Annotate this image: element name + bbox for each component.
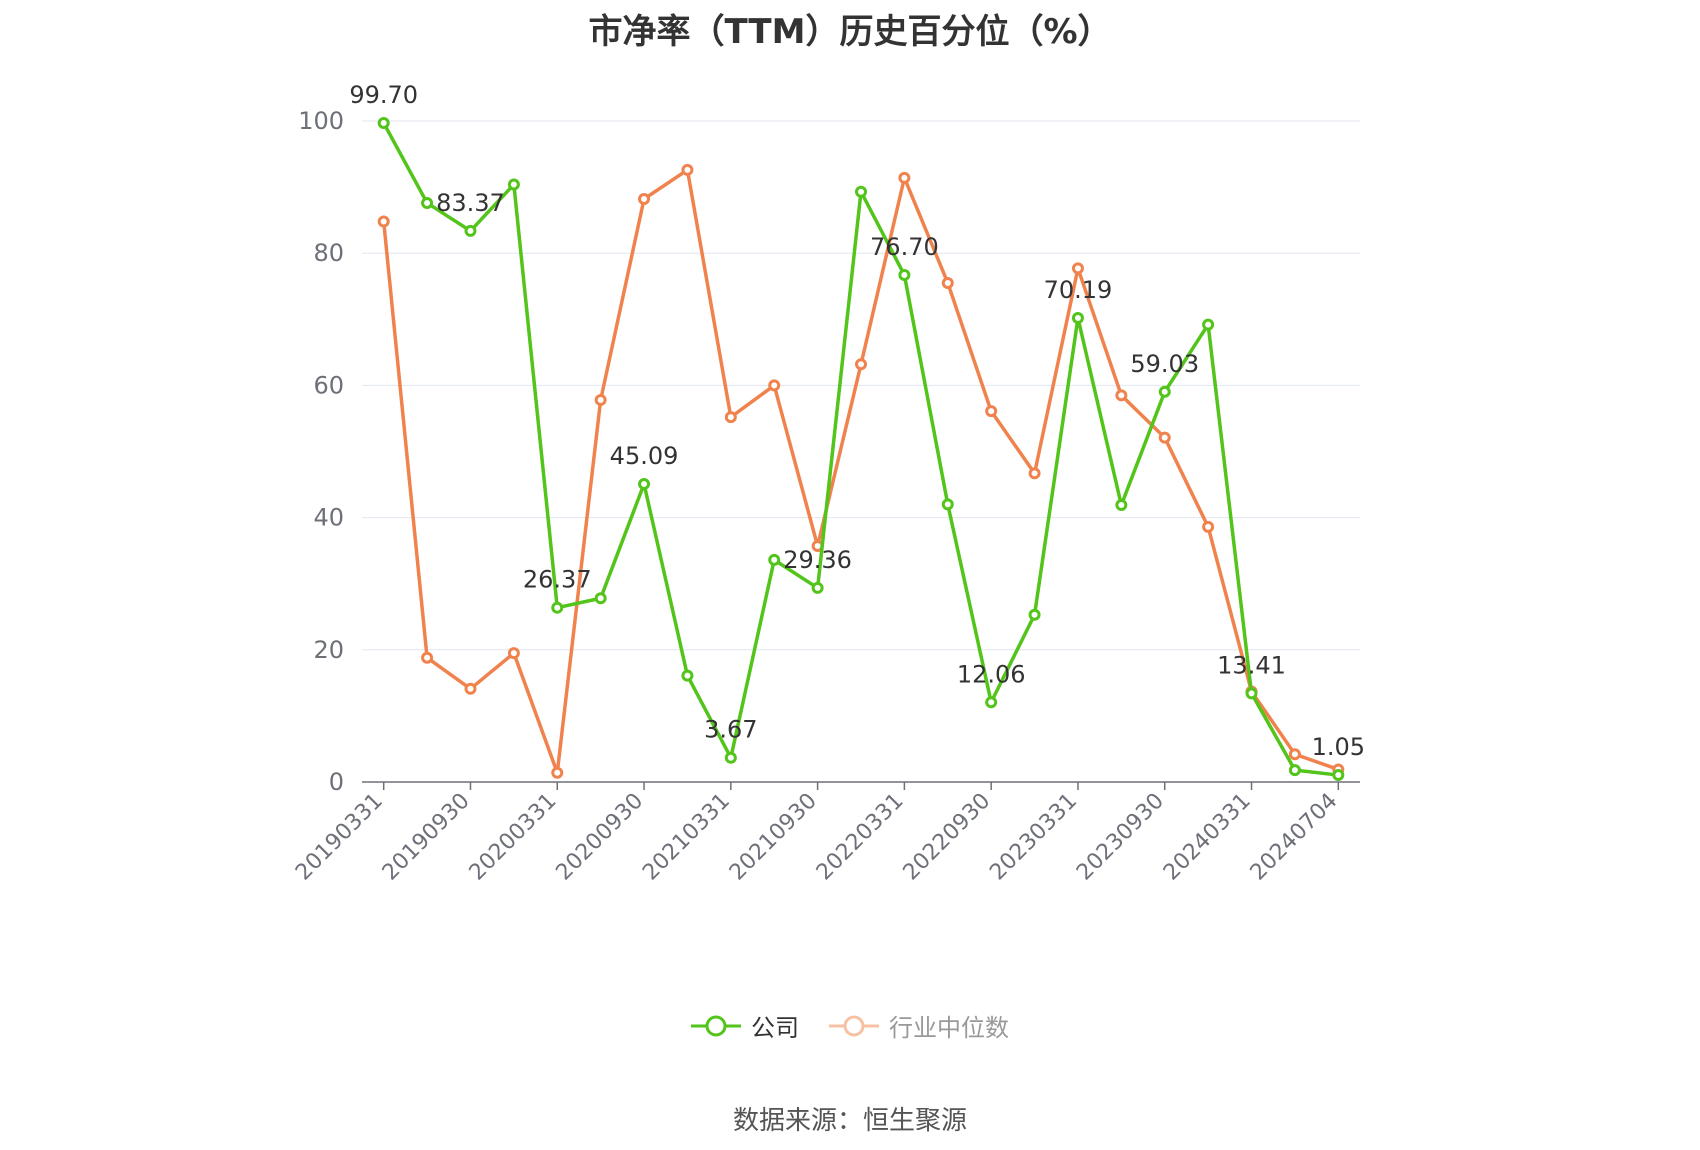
series-1-point xyxy=(724,411,737,424)
data-label: 12.06 xyxy=(957,660,1026,688)
series-0-point xyxy=(681,669,694,682)
legend-company-label: 公司 xyxy=(751,1014,799,1042)
legend-industry-marker-icon xyxy=(829,1015,879,1036)
series-0-point xyxy=(507,178,520,191)
series-0-point xyxy=(421,196,434,209)
series-1-point xyxy=(681,163,694,176)
series-1-point xyxy=(1028,467,1041,480)
series-1-point xyxy=(985,405,998,418)
series-0-point xyxy=(464,224,477,237)
y-tick-label: 0 xyxy=(329,768,344,796)
series-1-point xyxy=(1071,262,1084,275)
series-line-1 xyxy=(381,168,1339,775)
x-tick-label: 20190930 xyxy=(378,789,475,886)
line-chart: 0 20 40 60 80 100 2019033120190930202003312020… xyxy=(291,81,1365,886)
legend-item-industry[interactable]: 行业中位数 xyxy=(829,1008,1009,1043)
series-0-point xyxy=(1115,499,1128,512)
series-1-point xyxy=(1202,520,1215,533)
data-label: 83.37 xyxy=(436,189,505,217)
y-tick-label: 80 xyxy=(313,239,344,267)
y-tick-label: 60 xyxy=(313,371,344,399)
x-tick-label: 20200930 xyxy=(551,789,648,886)
x-tick-label: 20190331 xyxy=(291,789,388,886)
series-0-point xyxy=(1332,769,1345,782)
series-1-point xyxy=(507,647,520,660)
data-label: 59.03 xyxy=(1130,350,1199,378)
series-0-point xyxy=(1158,385,1171,398)
data-label: 13.41 xyxy=(1217,651,1286,679)
chart-title: 市净率（TTM）历史百分位（%） xyxy=(588,12,1112,52)
series-0-point xyxy=(1245,687,1258,700)
series-1-point xyxy=(551,766,564,779)
y-tick-label: 20 xyxy=(313,636,344,664)
series-1-point xyxy=(768,379,781,392)
x-tick-label: 20200331 xyxy=(465,789,562,886)
data-label: 29.36 xyxy=(783,546,852,574)
legend-company-marker-icon xyxy=(691,1015,741,1036)
data-label: 70.19 xyxy=(1044,276,1113,304)
y-tick-label: 100 xyxy=(298,107,344,135)
x-tick-label: 20220331 xyxy=(812,789,909,886)
series-0-point xyxy=(768,553,781,566)
x-tick-label: 20230331 xyxy=(985,789,1082,886)
legend-industry-label: 行业中位数 xyxy=(889,1014,1009,1042)
x-tick-label: 20210331 xyxy=(638,789,735,886)
series-1-point xyxy=(1115,389,1128,402)
series-0-point xyxy=(724,751,737,764)
series-1-point xyxy=(855,358,867,371)
series-1-point xyxy=(594,393,607,406)
x-tick-label: 20240704 xyxy=(1246,789,1343,886)
data-label: 1.05 xyxy=(1312,733,1365,761)
data-label: 99.70 xyxy=(349,81,418,109)
data-label: 45.09 xyxy=(610,442,679,470)
series-0-point xyxy=(638,477,651,490)
series-0-point xyxy=(1028,608,1041,621)
series-0-point xyxy=(551,601,564,614)
series-1-point xyxy=(464,682,477,695)
series-0-point xyxy=(941,498,954,511)
chart-legend: 公司 行业中位数 xyxy=(0,1008,1700,1043)
series-0-point xyxy=(811,581,824,594)
x-tick-label: 20240331 xyxy=(1159,789,1256,886)
series-1-point xyxy=(421,651,434,664)
legend-item-company[interactable]: 公司 xyxy=(691,1008,799,1043)
series-0-point xyxy=(1288,764,1301,777)
series-0-point xyxy=(1071,312,1084,325)
series-1-point xyxy=(377,215,390,228)
data-source: 数据来源：恒生聚源 xyxy=(732,1106,967,1136)
series-0-point xyxy=(594,592,607,605)
series-1-point xyxy=(1288,748,1301,761)
data-label: 26.37 xyxy=(523,566,592,594)
x-tick-label: 20230930 xyxy=(1072,789,1169,886)
series-line-0 xyxy=(382,122,1339,777)
series-0-point xyxy=(1202,318,1215,331)
data-label: 3.67 xyxy=(704,716,757,744)
series-1-point xyxy=(941,276,954,289)
series-0-point xyxy=(985,696,998,709)
series-1-point xyxy=(898,171,911,184)
series-0-point xyxy=(855,185,867,198)
series-1-point xyxy=(1158,431,1171,444)
x-tick-label: 20210930 xyxy=(725,789,822,886)
series-0-point xyxy=(377,116,390,129)
y-tick-label: 40 xyxy=(313,504,344,532)
series-0-point xyxy=(898,269,911,282)
x-tick-label: 20220930 xyxy=(899,789,996,886)
data-label: 76.70 xyxy=(870,233,939,261)
series-1-point xyxy=(638,192,651,205)
